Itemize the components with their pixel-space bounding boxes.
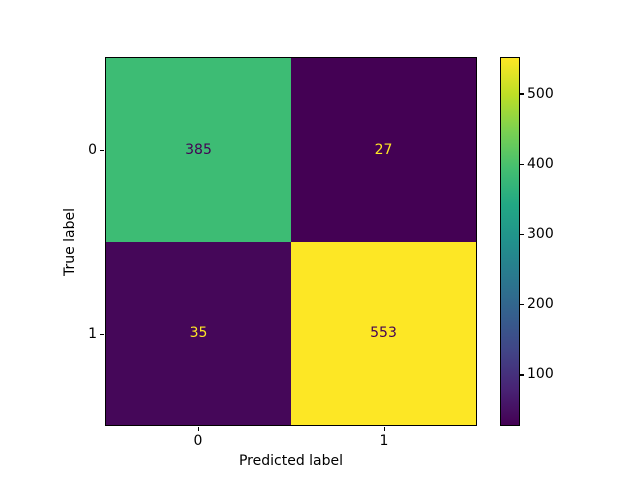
x-tick-label-0: 0 [193, 433, 203, 449]
colorbar-tick-label: 100 [527, 366, 554, 383]
colorbar-tick-label: 400 [527, 155, 554, 172]
cell-value: 35 [189, 325, 208, 342]
matrix-cell-true0-pred0: 385 [106, 58, 291, 242]
y-tick-mark-1 [100, 333, 104, 335]
heatmap-plot: 385 27 35 553 [105, 57, 477, 426]
x-tick-mark-1 [383, 427, 385, 431]
matrix-cell-true0-pred1: 27 [291, 58, 476, 242]
colorbar-tick-label: 500 [527, 85, 554, 102]
y-tick-mark-0 [100, 149, 104, 151]
x-axis-label: Predicted label [238, 453, 344, 469]
colorbar-tick-label: 300 [527, 225, 554, 242]
colorbar [500, 57, 520, 426]
x-tick-mark-0 [197, 427, 199, 431]
cell-value: 553 [370, 325, 397, 342]
colorbar-gradient [501, 58, 519, 425]
matrix-cell-true1-pred0: 35 [106, 241, 291, 425]
x-tick-label-1: 1 [379, 433, 389, 449]
colorbar-tick-mark [520, 163, 524, 166]
y-tick-label-0: 0 [88, 141, 97, 158]
colorbar-tick-mark [520, 233, 524, 236]
cell-value: 385 [185, 141, 212, 158]
colorbar-tick-label: 200 [527, 296, 554, 313]
y-tick-label-1: 1 [88, 325, 97, 342]
colorbar-tick-mark [520, 303, 524, 306]
matrix-cell-true1-pred1: 553 [291, 241, 476, 425]
y-axis-label: True label [62, 207, 78, 277]
cell-value: 27 [374, 141, 393, 158]
colorbar-tick-mark [520, 374, 524, 376]
colorbar-tick-mark [520, 93, 524, 95]
